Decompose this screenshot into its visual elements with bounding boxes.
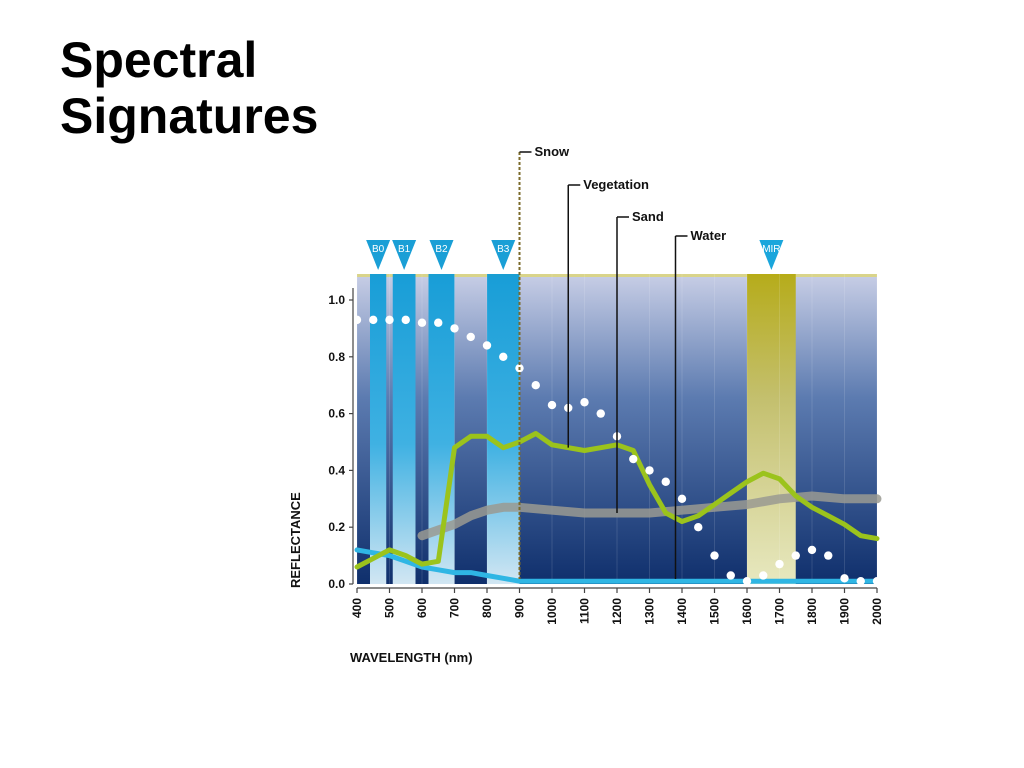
point-snow [872,576,882,586]
point-snow [856,576,865,586]
point-snow [824,551,833,560]
y-axis-title: REFLECTANCE [288,492,303,588]
point-snow [629,454,638,464]
x-tick-label: 600 [415,598,429,618]
band-marker-b0 [366,240,391,270]
series-label-sand: Sand [632,209,664,224]
x-tick-label: 1300 [643,598,657,625]
point-snow [807,545,817,555]
band-marker-b3 [491,240,516,270]
point-snow [547,400,557,410]
point-snow [580,398,589,407]
point-snow [499,352,508,361]
point-snow [694,523,703,532]
point-snow [645,466,654,475]
series-label-water: Water [691,228,727,243]
band-label-b1: B1 [398,244,411,255]
point-snow [385,315,394,325]
point-snow [450,324,459,333]
band-marker-b1 [392,240,417,270]
band-label-b0: B0 [372,244,385,255]
x-tick-label: 800 [480,598,494,618]
point-snow [352,315,362,325]
slide-title-line1: Spectral [60,32,258,88]
series-line-sand [417,491,882,541]
band-marker-mir [759,240,784,270]
band-b0 [370,274,387,584]
x-tick-label: 500 [383,598,397,618]
y-tick-label: 1.0 [328,293,345,307]
band-mir [747,274,796,584]
point-snow [742,576,752,586]
axes: 0.0 0.2 0.4 0.6 0.8 1.0 400 500 600 700 800 900 1000… [328,288,884,625]
point-snow [726,571,735,580]
point-snow [759,571,768,580]
band-b1 [392,274,416,584]
point-snow [840,574,849,583]
x-tick-label: 400 [350,598,364,618]
point-snow [596,409,605,418]
point-snow [466,332,475,342]
spectral-bands: B0 B1 B2 B3 MIR [366,240,796,584]
y-tick-label: 0.8 [328,350,345,364]
band-marker-b2 [429,240,454,270]
x-tick-label: 1800 [805,598,819,625]
x-tick-label: 1600 [740,598,754,625]
point-snow [775,559,784,569]
point-snow [661,477,670,486]
series-callouts: Snow Vegetation Sand Water [518,144,727,579]
series-line-water [354,547,880,584]
y-tick-label: 0.4 [328,463,345,477]
y-tick-label: 0.2 [328,520,345,534]
series-label-snow: Snow [535,144,571,159]
point-snow [401,315,410,325]
point-snow [677,494,687,503]
point-snow [791,551,800,560]
series-label-vegetation: Vegetation [583,177,649,192]
point-snow [531,381,540,390]
band-b3 [487,274,520,584]
x-tick-label: 2000 [870,598,884,625]
x-tick-label: 1500 [708,598,722,625]
x-tick-label: 1400 [675,598,689,625]
x-tick-label: 1200 [610,598,624,625]
point-snow [434,318,443,327]
x-tick-label: 1700 [773,598,787,625]
point-snow [710,551,719,560]
band-label-b2: B2 [435,244,448,255]
x-tick-label: 1000 [545,598,559,625]
x-axis-title: WAVELENGTH (nm) [350,650,473,665]
y-tick-label: 0.0 [328,577,345,591]
x-tick-label: 1900 [838,598,852,625]
slide-title: Spectral Signatures [60,32,318,144]
y-tick-label: 0.6 [328,407,345,421]
slide-title-line2: Signatures [60,88,319,144]
x-tick-label: 700 [448,598,462,618]
x-tick-label: 900 [513,598,527,618]
point-snow [482,341,492,350]
x-tick-label: 1100 [578,598,592,624]
point-snow [369,315,378,325]
point-snow [417,318,427,327]
band-label-b3: B3 [497,244,510,255]
band-label-mir: MIR [762,244,780,255]
